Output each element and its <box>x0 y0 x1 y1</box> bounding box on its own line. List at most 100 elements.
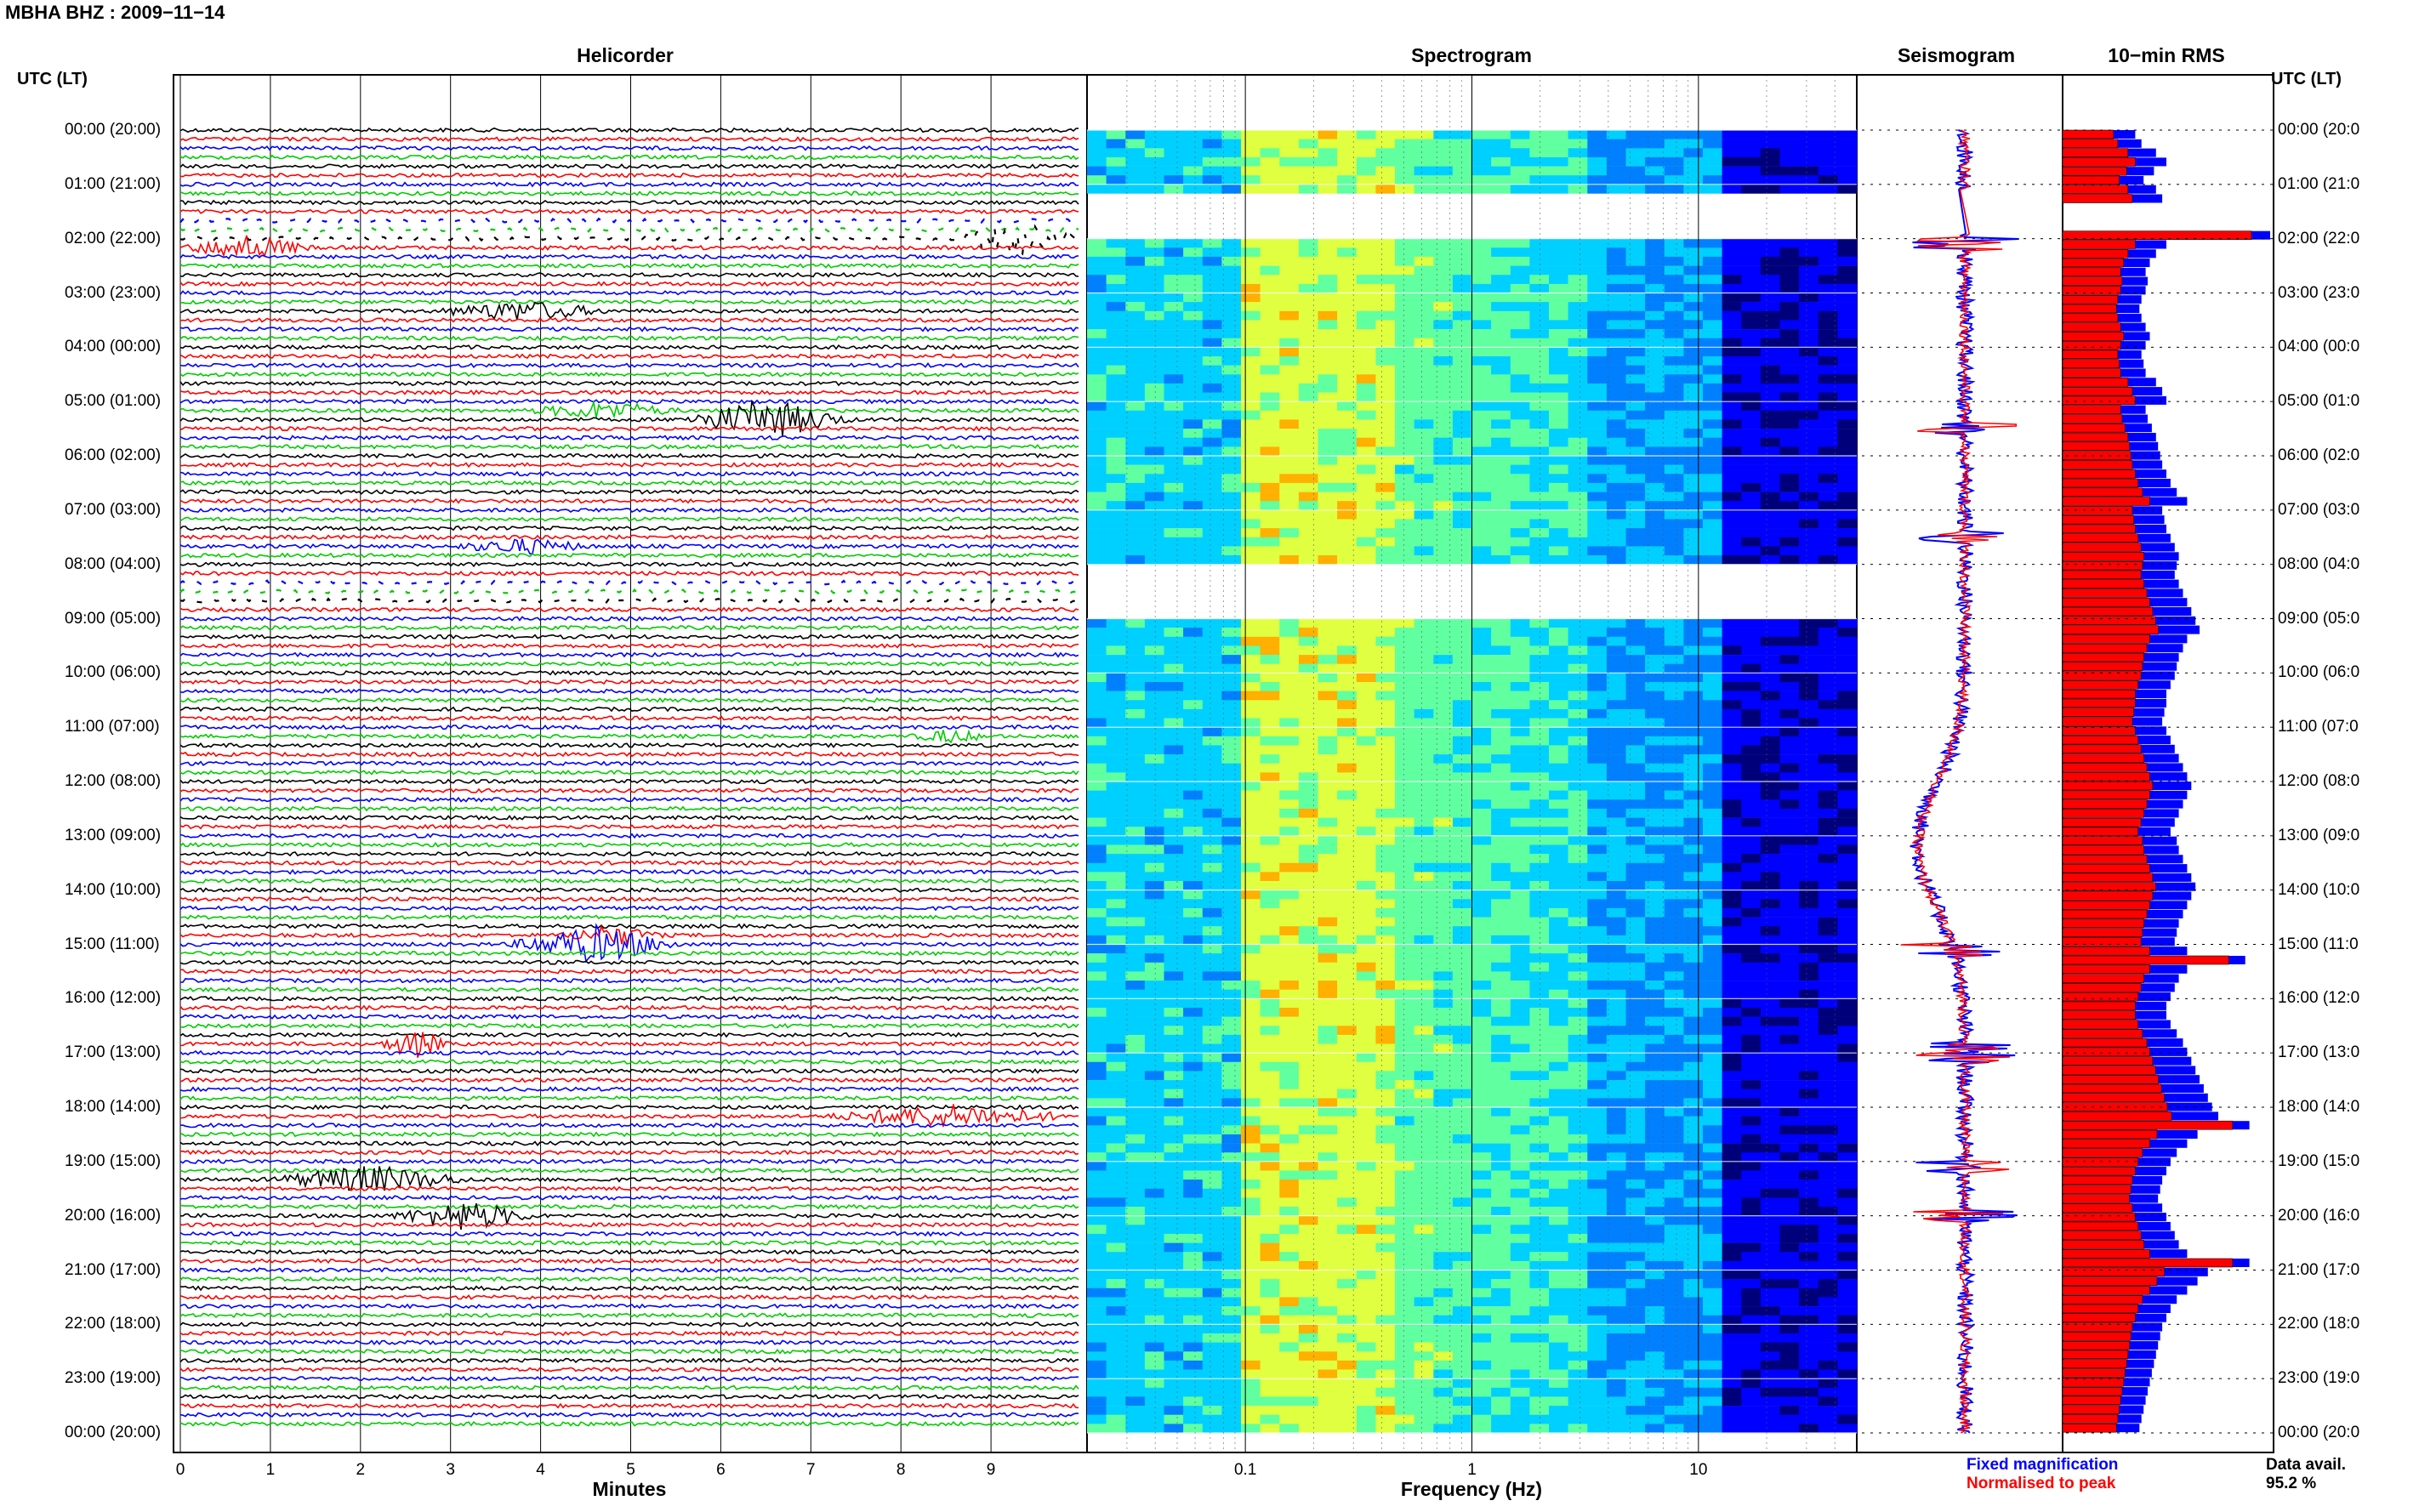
spectrogram-cell <box>1664 1215 1684 1225</box>
spectrogram-cell <box>1741 782 1762 791</box>
spectrogram-cell <box>1722 492 1742 502</box>
spectrogram-cell <box>1818 410 1838 420</box>
spectrogram-cell <box>1183 329 1204 338</box>
spectrogram-cell <box>1106 790 1126 800</box>
spectrogram-cell <box>1144 1233 1165 1243</box>
spectrogram-cell <box>1395 663 1415 674</box>
spectrogram-cell <box>1491 338 1511 348</box>
spectrogram-cell <box>1645 1034 1665 1044</box>
spectrogram-cell <box>1703 1170 1723 1180</box>
spectrogram-cell <box>1625 808 1646 818</box>
spectrogram-cell <box>1318 1233 1338 1243</box>
spectrogram-cell <box>1722 1071 1742 1081</box>
spectrogram-cell <box>1625 1061 1646 1071</box>
spectrogram-cell <box>1087 907 1107 918</box>
spectrogram-cell <box>1414 655 1434 664</box>
spectrogram-cell <box>1433 555 1454 565</box>
spectrogram-cell <box>1568 275 1588 285</box>
spectrogram-cell <box>1491 320 1511 330</box>
spectrogram-cell <box>1298 881 1319 890</box>
spectrogram-cell <box>1452 1026 1473 1036</box>
spectrogram-cell <box>1087 1287 1107 1298</box>
spectrogram-cell <box>1645 745 1665 755</box>
spectrogram-cell <box>1260 1197 1280 1208</box>
spectrogram-cell <box>1241 1215 1261 1225</box>
spectrogram-cell <box>1510 492 1530 502</box>
spectrogram-cell <box>1433 519 1454 529</box>
spectrogram-cell <box>1606 645 1627 656</box>
spectrogram-cell <box>1337 1197 1357 1208</box>
spectrogram-cell <box>1779 1188 1800 1198</box>
spectrogram-cell <box>1587 1116 1608 1126</box>
spectrogram-cell <box>1818 618 1838 628</box>
spectrogram-cell <box>1164 338 1184 348</box>
spectrogram-cell <box>1491 329 1511 338</box>
spectrogram-cell <box>1722 998 1742 1009</box>
time-label-right: 08:00 (04:0 <box>2278 554 2360 573</box>
spectrogram-cell <box>1837 546 1858 556</box>
spectrogram-cell <box>1452 1207 1473 1216</box>
spectrogram-cell <box>1529 799 1550 810</box>
time-label-left: 09:00 (05:00) <box>65 609 162 628</box>
spectrogram-cell <box>1337 1043 1357 1054</box>
spectrogram-cell <box>1337 356 1357 366</box>
spectrogram-cell <box>1144 383 1165 393</box>
spectrogram-cell <box>1414 1008 1434 1017</box>
spectrogram-cell <box>1587 1242 1608 1253</box>
spectrogram-cell <box>1183 1080 1204 1089</box>
spectrogram-cell <box>1318 1061 1338 1071</box>
spectrogram-cell <box>1164 682 1184 691</box>
helicorder-trace <box>179 399 1079 419</box>
helicorder-trace <box>179 905 1079 912</box>
spectrogram-cell <box>1125 130 1146 139</box>
spectrogram-cell <box>1722 989 1742 999</box>
spectrogram-cell <box>1433 456 1454 465</box>
spectrogram-cell <box>1414 1089 1434 1099</box>
spectrogram-cell <box>1606 799 1627 810</box>
spectrogram-cell <box>1760 700 1781 710</box>
spectrogram-cell <box>1356 953 1376 963</box>
helicorder-trace <box>179 399 1079 437</box>
spectrogram-cell <box>1221 953 1242 963</box>
spectrogram-cell <box>1298 1179 1319 1189</box>
spectrogram-cell <box>1279 1270 1300 1280</box>
time-label-right: 00:00 (20:0 <box>2278 1424 2360 1441</box>
spectrogram-cell <box>1414 275 1434 285</box>
time-label-left: 22:00 (18:00) <box>65 1315 162 1333</box>
spectrogram-cell <box>1837 1279 1858 1288</box>
spectrogram-cell <box>1664 998 1684 1009</box>
spectrogram-cell <box>1510 283 1530 293</box>
spectrogram-cell <box>1818 1270 1838 1280</box>
spectrogram-cell <box>1510 1116 1530 1126</box>
spectrogram-cell <box>1510 293 1530 303</box>
spectrogram-cell <box>1433 655 1454 664</box>
spectrogram-cell <box>1549 989 1569 999</box>
spectrogram-cell <box>1241 1034 1261 1044</box>
spectrogram-cell <box>1606 464 1627 475</box>
spectrogram-cell <box>1722 1242 1742 1253</box>
spectrogram-cell <box>1799 1207 1819 1216</box>
spectrogram-cell <box>1260 492 1280 502</box>
spectrogram-cell <box>1337 636 1357 646</box>
spectrogram-cell <box>1433 1134 1454 1144</box>
spectrogram-cell <box>1683 962 1704 972</box>
spectrogram-cell <box>1164 501 1184 511</box>
spectrogram-cell <box>1741 419 1762 429</box>
spectrogram-cell <box>1106 1016 1126 1026</box>
spectrogram-cell <box>1664 1197 1684 1208</box>
spectrogram-cell <box>1703 1116 1723 1126</box>
spectrogram-cell <box>1221 817 1242 827</box>
spectrogram-cell <box>1375 962 1396 972</box>
helicorder-trace <box>179 1032 1079 1058</box>
spectrogram-cell <box>1414 501 1434 511</box>
spectrogram-cell <box>1164 392 1184 402</box>
spectrogram-cell <box>1664 1287 1684 1298</box>
spectrogram-cell <box>1703 881 1723 890</box>
spectrogram-cell <box>1549 745 1569 755</box>
spectrogram-cell <box>1683 1233 1704 1243</box>
spectrogram-cell <box>1279 935 1300 945</box>
spectrogram-cell <box>1452 872 1473 882</box>
spectrogram-cell <box>1837 718 1858 728</box>
spectrogram-cell <box>1298 156 1319 167</box>
spectrogram-cell <box>1471 645 1492 656</box>
